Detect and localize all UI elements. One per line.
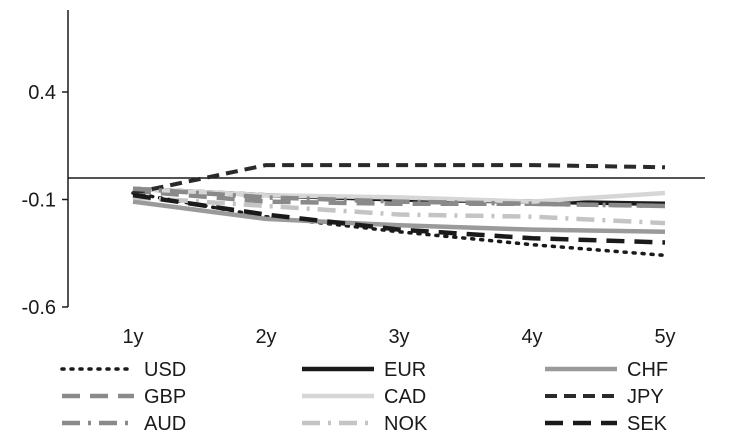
y-tick-label: 0.4 [28,82,56,104]
x-tick-label: 3y [388,326,409,348]
series-lines [131,163,667,258]
tick-labels: 0.4 -0.1 -0.6 1y 2y 3y 4y 5y [22,82,676,348]
legend-label: SEK [627,413,668,435]
legend-label: CAD [384,386,426,408]
series-line-chf [132,199,666,234]
legend-item-sek: SEK [545,413,668,435]
series-line-aud [132,186,666,209]
x-tick-label: 5y [654,326,675,348]
axes [62,10,705,308]
legend-label: AUD [144,413,186,435]
legend-label: EUR [384,359,426,381]
legend: USD EUR CHF GBP CAD JPY AUD NOK SEK [60,359,668,435]
series-line-jpy [132,163,666,196]
x-tick-label: 1y [122,326,143,348]
series-line-nok [132,195,666,226]
series-line-sek [132,192,666,245]
legend-item-chf: CHF [545,359,668,381]
legend-label: CHF [627,359,668,381]
legend-item-usd: USD [60,359,186,381]
legend-item-eur: EUR [302,359,426,381]
y-tick-label: -0.6 [22,297,56,319]
legend-item-nok: NOK [302,413,428,435]
legend-label: USD [144,359,186,381]
legend-label: NOK [384,413,428,435]
legend-item-aud: AUD [62,413,186,435]
x-tick-label: 4y [521,326,542,348]
legend-item-cad: CAD [302,386,426,408]
x-tick-label: 2y [255,326,276,348]
legend-item-gbp: GBP [62,386,186,408]
legend-label: JPY [627,386,664,408]
legend-label: GBP [144,386,186,408]
legend-item-jpy: JPY [545,386,664,408]
y-tick-label: -0.1 [22,190,56,212]
